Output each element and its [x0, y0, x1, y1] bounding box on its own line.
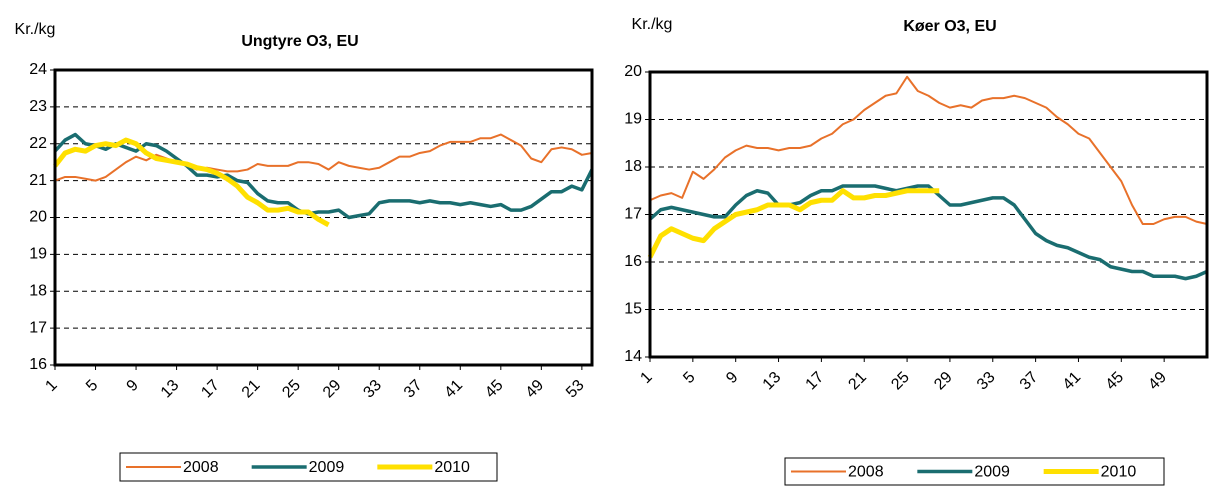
- legend-box: [784, 457, 1165, 486]
- series-line: [53, 137, 330, 228]
- x-tick-label: 37: [1017, 369, 1042, 394]
- chart-title: Køer O3, EU: [903, 18, 996, 35]
- y-tick-label: 19: [29, 246, 47, 263]
- series-line: [54, 133, 593, 182]
- x-tick-label: 9: [723, 369, 741, 387]
- y-axis-label: Kr./kg: [632, 16, 673, 33]
- y-tick-label: 20: [624, 63, 642, 80]
- x-tick-label: 21: [239, 377, 264, 402]
- y-tick-label: 16: [624, 253, 642, 270]
- y-tick-label: 18: [29, 282, 47, 299]
- y-tick-label: 15: [624, 301, 642, 318]
- y-tick-label: 16: [29, 356, 47, 373]
- x-tick-label: 13: [760, 369, 785, 394]
- x-tick-label: 21: [845, 369, 870, 394]
- x-tick-label: 5: [83, 377, 101, 395]
- x-tick-label: 25: [888, 369, 913, 394]
- x-tick-label: 33: [360, 377, 385, 402]
- y-tick-label: 17: [29, 319, 47, 336]
- plot-frame: [648, 70, 1209, 359]
- y-tick-label: 24: [29, 61, 47, 78]
- x-tick-label: 45: [1103, 369, 1128, 394]
- legend-label: 2008: [183, 459, 219, 476]
- legend-label: 2009: [974, 464, 1010, 481]
- plot-frame: [53, 68, 594, 367]
- y-tick-label: 17: [624, 206, 642, 223]
- series-line: [649, 75, 1208, 225]
- legend-label: 2010: [1101, 464, 1137, 481]
- y-axis-label: Kr./kg: [15, 21, 56, 38]
- series-line: [648, 184, 1208, 281]
- series-line: [53, 132, 594, 220]
- chart-title: Ungtyre O3, EU: [241, 33, 358, 50]
- y-tick-label: 22: [29, 135, 47, 152]
- x-tick-label: 25: [279, 377, 304, 402]
- x-tick-label: 29: [931, 369, 956, 394]
- x-tick-label: 41: [1060, 369, 1085, 394]
- x-tick-label: 17: [198, 377, 223, 402]
- y-tick-label: 23: [29, 98, 47, 115]
- legend-box: [119, 452, 498, 482]
- x-tick-label: 1: [42, 377, 60, 395]
- x-tick-label: 13: [158, 377, 183, 402]
- y-tick-label: 14: [624, 348, 642, 365]
- x-tick-label: 45: [482, 377, 507, 402]
- y-tick-label: 18: [624, 158, 642, 175]
- x-tick-label: 5: [680, 369, 698, 387]
- x-tick-label: 17: [803, 369, 828, 394]
- x-tick-label: 33: [974, 369, 999, 394]
- y-tick-label: 20: [29, 209, 47, 226]
- x-tick-label: 9: [124, 377, 142, 395]
- legend-label: 2008: [848, 464, 884, 481]
- y-tick-label: 21: [29, 172, 47, 189]
- x-tick-label: 49: [523, 377, 548, 402]
- x-tick-label: 53: [563, 377, 588, 402]
- series-line: [647, 188, 940, 259]
- x-tick-label: 29: [320, 377, 345, 402]
- y-tick-label: 19: [624, 111, 642, 128]
- x-tick-label: 37: [401, 377, 426, 402]
- legend-label: 2009: [309, 459, 345, 476]
- legend-label: 2010: [434, 459, 470, 476]
- x-tick-label: 49: [1145, 369, 1170, 394]
- x-tick-label: 1: [637, 369, 655, 387]
- x-tick-label: 41: [441, 377, 466, 402]
